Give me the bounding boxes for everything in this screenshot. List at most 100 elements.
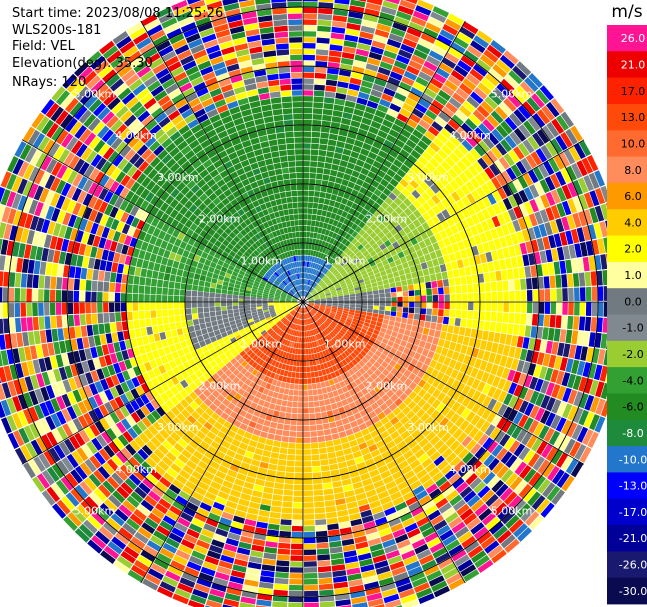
range-gate [479,360,488,371]
range-gate [497,213,506,226]
range-gate [365,283,372,289]
range-gate [371,40,386,50]
range-gate [303,196,309,202]
range-gate [323,269,329,275]
range-gate [561,475,575,492]
range-gate [320,266,325,273]
range-gate [387,256,394,264]
range-gate [318,150,327,157]
range-gate [452,92,466,105]
range-gate [400,164,410,174]
range-gate [331,253,338,259]
range-gate [324,310,330,314]
range-gate [347,131,357,140]
range-gate [173,302,180,309]
range-gate [304,273,306,279]
range-gate [272,601,288,607]
range-gate [296,437,303,443]
range-gate [383,283,390,289]
range-gate [378,331,386,338]
range-gate [263,486,274,494]
range-gate [364,354,372,361]
range-gate [215,302,221,307]
range-gate [158,324,165,333]
range-gate [415,185,425,195]
range-gate [362,74,375,83]
range-gate [471,202,481,213]
range-gate [454,361,463,371]
range-gate [380,144,391,154]
range-gate [49,302,56,316]
range-gate [464,227,473,238]
range-gate [534,211,544,225]
range-gate [376,357,384,365]
range-gate [331,26,346,34]
range-gate [315,264,320,270]
range-gate [298,337,302,343]
range-gate [464,423,475,435]
range-gate [372,343,380,350]
range-gate [384,310,391,316]
ray [308,304,599,448]
range-gate [320,302,326,305]
range-gate [424,357,432,366]
range-gate [475,369,485,381]
range-gate [348,228,355,235]
range-gate [332,480,343,488]
range-gate [488,352,497,364]
range-gate [344,100,356,108]
range-gate [379,124,391,134]
range-gate [394,206,404,215]
range-gate [550,205,561,219]
range-gate [350,0,366,8]
range-gate [337,425,345,433]
range-gate [499,433,511,447]
range-gate [418,119,431,130]
range-gate [537,314,544,327]
range-gate [341,417,350,425]
range-gate [549,315,556,328]
range-gate [512,371,522,384]
range-gate [516,255,524,268]
range-gate [405,324,413,331]
range-gate [537,478,551,494]
range-gate [316,313,321,318]
range-gate [337,135,347,143]
range-gate [366,0,383,6]
range-gate [576,227,585,243]
range-gate [399,0,416,10]
range-gate [341,314,348,319]
range-gate [325,262,331,269]
range-gate [415,43,431,55]
range-gate [331,564,346,572]
range-gate [292,520,303,526]
range-gate [576,426,589,443]
range-gate [434,94,448,106]
range-gate [307,214,312,220]
range-gate [328,133,338,141]
range-gate [446,398,456,409]
range-gate [468,256,476,266]
range-gate [442,23,459,36]
range-gate [445,409,456,420]
range-gate [312,202,319,209]
range-gate [316,271,321,277]
range-gate [561,184,572,200]
range-gate [298,343,301,349]
range-gate [369,336,377,343]
range-gate [67,302,74,315]
range-gate [315,251,319,258]
range-gate [446,205,456,216]
range-gate [407,169,417,179]
range-gate [322,109,333,116]
range-gate [320,459,329,466]
range-gate [379,243,387,251]
range-gate [547,262,555,276]
range-gate [132,302,138,311]
range-gate [316,382,322,389]
range-gate [363,14,379,23]
range-gate [406,65,420,76]
range-gate [203,307,210,313]
range-gate [579,287,586,301]
range-gate [500,78,515,93]
